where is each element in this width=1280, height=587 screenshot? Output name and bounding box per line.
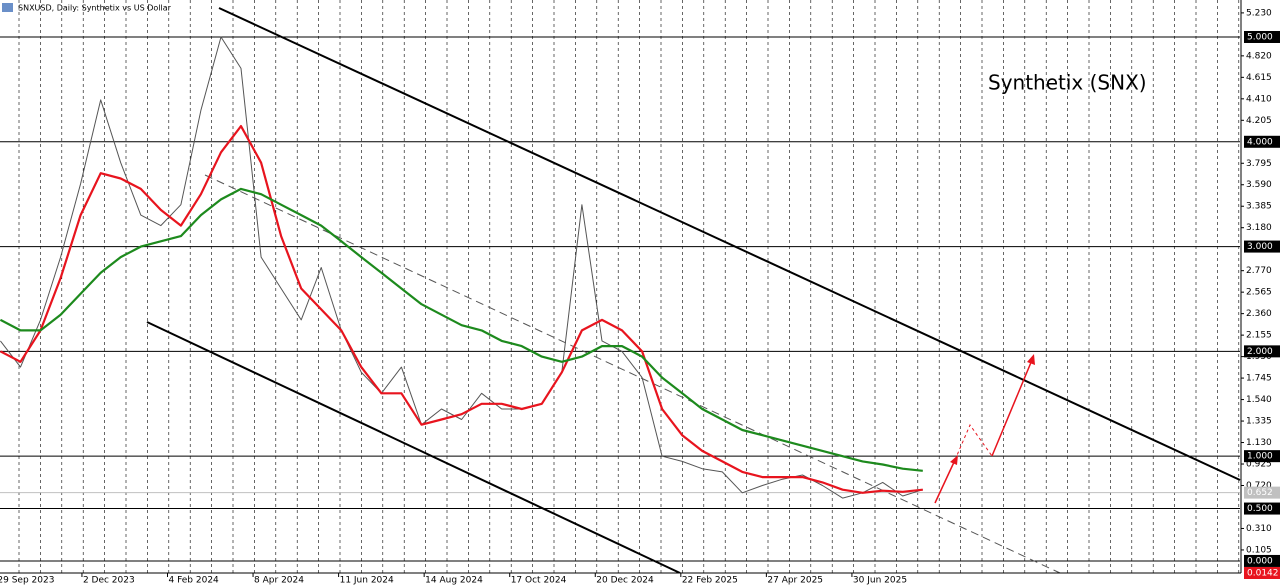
y-tick-label: 2.360 <box>1246 309 1272 319</box>
level-label: 2.000 <box>1247 347 1273 357</box>
level-box <box>1244 240 1280 253</box>
x-tick-label: 8 Apr 2024 <box>254 576 304 586</box>
x-tick-label: 11 Jun 2024 <box>340 576 394 586</box>
y-tick-label: 0.105 <box>1246 545 1272 555</box>
x-tick-label: 2 Dec 2023 <box>83 576 135 586</box>
series-line <box>0 36 923 499</box>
y-tick-label: 1.335 <box>1246 417 1272 427</box>
volume-label: 0.0142 <box>1247 569 1279 579</box>
upper-channel <box>218 7 1241 481</box>
level-box <box>1244 502 1280 515</box>
y-tick-label: 0.310 <box>1246 524 1272 534</box>
level-label: 1.000 <box>1247 452 1273 462</box>
current-price-box <box>1244 486 1280 499</box>
y-tick-label: 3.385 <box>1246 202 1272 212</box>
level-label: 4.000 <box>1247 137 1273 147</box>
series-line <box>0 187 923 472</box>
y-tick-label: 2.565 <box>1246 288 1272 298</box>
y-tick-label: 3.180 <box>1246 223 1272 233</box>
level-box <box>1244 135 1280 148</box>
axes: 29 Sep 2023 2 Dec 2023 4 Feb 2024 8 Apr 202… <box>0 8 1280 586</box>
level-label: 5.000 <box>1247 32 1273 42</box>
y-tick-label: 4.410 <box>1246 94 1272 104</box>
y-tick-label: 4.205 <box>1246 116 1272 126</box>
level-box <box>1244 450 1280 463</box>
x-tick-label: 27 Apr 2025 <box>767 576 823 586</box>
y-tick-label: 1.130 <box>1246 438 1272 448</box>
series <box>0 36 923 499</box>
y-tick-label: 3.795 <box>1246 159 1272 169</box>
lower-channel <box>146 321 681 574</box>
y-tick-label: 0.925 <box>1246 460 1272 470</box>
x-tick-label: 14 Aug 2024 <box>425 576 483 586</box>
chart-title: SNXUSD, Daily: Synthetix vs US Dollar <box>18 4 172 13</box>
level-box <box>1244 30 1280 43</box>
y-tick-label: 4.820 <box>1246 51 1272 61</box>
time-axis-bg <box>0 573 1241 587</box>
y-tick-label: 3.590 <box>1246 180 1272 190</box>
level-label: 0.000 <box>1247 556 1273 566</box>
mid-channel <box>204 174 1061 574</box>
level-box <box>1244 554 1280 567</box>
annotation: Synthetix (SNX) <box>988 71 1147 95</box>
y-tick-label: 1.745 <box>1246 374 1272 384</box>
y-tick-label: 5.230 <box>1246 8 1272 18</box>
level-label: 0.500 <box>1247 504 1273 514</box>
current-price-label: 0.652 <box>1247 488 1273 498</box>
series-line <box>0 125 923 494</box>
symbol-icon <box>2 3 13 12</box>
x-tick-label: 17 Oct 2024 <box>511 576 567 586</box>
x-tick-label: 29 Sep 2023 <box>0 576 54 586</box>
y-tick-label: 4.615 <box>1246 73 1272 83</box>
y-tick-label: 2.155 <box>1246 331 1272 341</box>
volume-box <box>1244 567 1280 579</box>
x-tick-label: 30 Jun 2025 <box>853 576 907 586</box>
level-box <box>1244 345 1280 358</box>
y-tick-label: 1.540 <box>1246 395 1272 405</box>
x-tick-label: 4 Feb 2024 <box>168 576 219 586</box>
level-label: 3.000 <box>1247 242 1273 252</box>
x-tick-label: 22 Feb 2025 <box>682 576 738 586</box>
x-tick-label: 20 Dec 2024 <box>596 576 654 586</box>
y-tick-label: 2.770 <box>1246 266 1272 276</box>
y-tick-label: 0.720 <box>1246 481 1272 491</box>
projection-arrows <box>934 354 1035 504</box>
